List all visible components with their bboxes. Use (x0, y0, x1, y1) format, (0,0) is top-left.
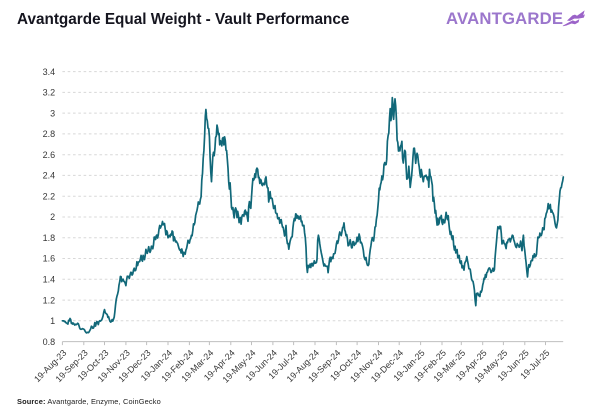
svg-text:3.4: 3.4 (43, 67, 56, 77)
svg-text:0.8: 0.8 (43, 337, 56, 347)
svg-text:2.8: 2.8 (43, 129, 56, 139)
svg-text:2.6: 2.6 (43, 150, 56, 160)
svg-text:1.2: 1.2 (43, 295, 56, 305)
svg-text:2.2: 2.2 (43, 191, 56, 201)
svg-text:3: 3 (50, 108, 55, 118)
svg-text:1: 1 (50, 316, 55, 326)
svg-text:2.4: 2.4 (43, 171, 56, 181)
svg-text:2: 2 (50, 212, 55, 222)
svg-text:1.4: 1.4 (43, 275, 56, 285)
svg-text:1.6: 1.6 (43, 254, 56, 264)
svg-text:3.2: 3.2 (43, 88, 56, 98)
svg-text:1.8: 1.8 (43, 233, 56, 243)
